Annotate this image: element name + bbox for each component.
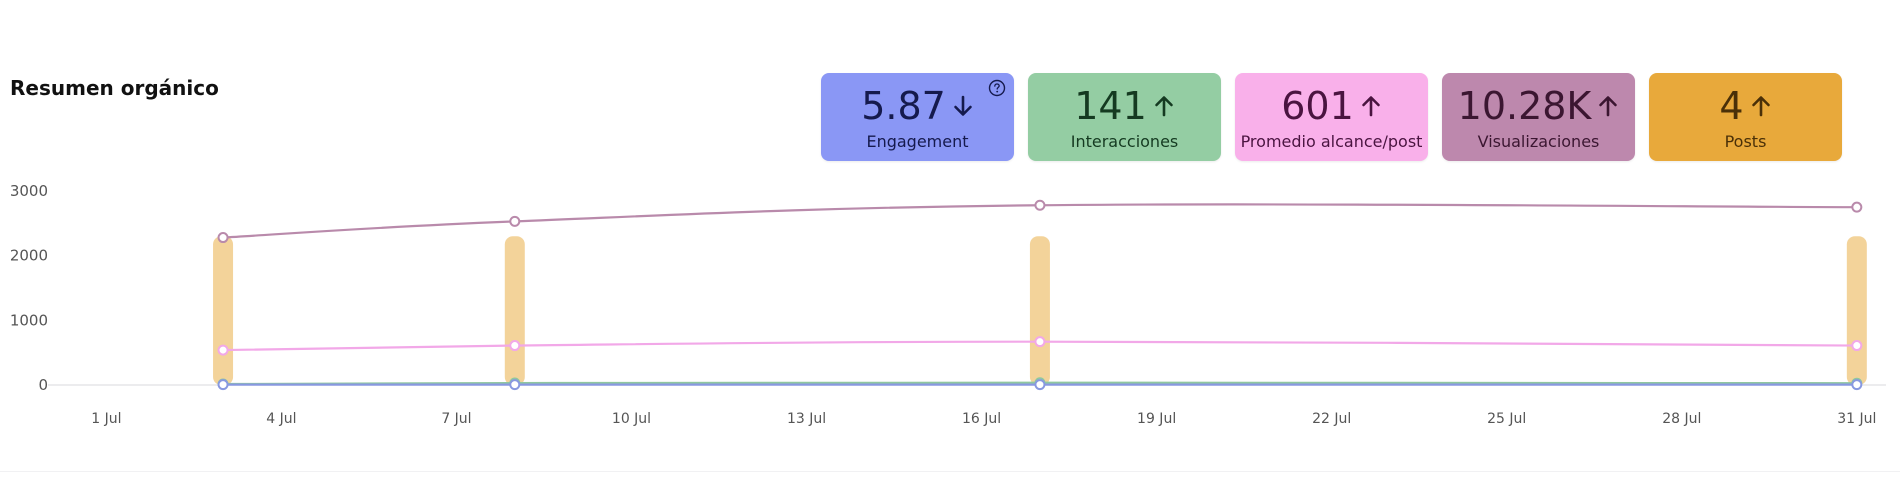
metric-cards: 5.87 Engagement 141 Interacciones 601 Pr… bbox=[821, 73, 1842, 161]
series-line-promedio-alcance-post bbox=[223, 340, 1857, 352]
y-tick-label: 3000 bbox=[10, 182, 48, 200]
arrow-up-icon bbox=[1360, 94, 1382, 118]
arrow-down-icon bbox=[952, 94, 974, 118]
x-tick-label: 22 Jul bbox=[1312, 411, 1351, 427]
data-point-promedio-alcance-post bbox=[1034, 336, 1046, 348]
series-line-interacciones bbox=[223, 381, 1857, 386]
x-tick-label: 13 Jul bbox=[787, 411, 826, 427]
data-point-promedio-alcance-post bbox=[217, 344, 229, 356]
data-point-promedio-alcance-post bbox=[509, 340, 521, 352]
organic-summary-chart: 0 1000 2000 3000 1 Jul 4 Jul 7 Jul 10 Jul 13 Jul… bbox=[10, 182, 1886, 427]
help-icon[interactable] bbox=[988, 79, 1006, 97]
x-tick-label: 31 Jul bbox=[1837, 411, 1876, 427]
data-point-visualizaciones bbox=[1034, 199, 1046, 211]
metric-value: 601 bbox=[1281, 83, 1354, 128]
metric-label: Engagement bbox=[866, 131, 969, 151]
metric-value: 10.28K bbox=[1457, 83, 1592, 128]
metric-label: Visualizaciones bbox=[1477, 131, 1600, 151]
y-tick-label: 0 bbox=[38, 376, 48, 394]
data-point-promedio-alcance-post bbox=[1851, 340, 1863, 352]
metric-card-engagement[interactable]: 5.87 Engagement bbox=[821, 73, 1014, 161]
data-point-engagement bbox=[217, 379, 229, 391]
arrow-up-icon bbox=[1750, 94, 1772, 118]
bar-posts bbox=[1029, 236, 1050, 385]
x-tick-label: 7 Jul bbox=[441, 411, 471, 427]
x-tick-label: 25 Jul bbox=[1487, 411, 1526, 427]
metric-value: 4 bbox=[1719, 83, 1744, 128]
data-point-visualizaciones bbox=[509, 215, 521, 227]
metric-card-promedio-alcance[interactable]: 601 Promedio alcance/post bbox=[1235, 73, 1428, 161]
metric-value: 141 bbox=[1074, 83, 1147, 128]
metric-label: Interacciones bbox=[1070, 131, 1179, 151]
y-tick-label: 2000 bbox=[10, 247, 48, 265]
metric-value: 5.87 bbox=[861, 83, 946, 128]
data-point-engagement bbox=[1034, 379, 1046, 391]
bar-posts bbox=[1846, 236, 1867, 385]
x-tick-label: 19 Jul bbox=[1137, 411, 1176, 427]
bar-posts bbox=[213, 236, 234, 385]
metric-card-posts[interactable]: 4 Posts bbox=[1649, 73, 1842, 161]
data-point-visualizaciones bbox=[217, 232, 229, 244]
metric-label: Promedio alcance/post bbox=[1240, 131, 1423, 151]
data-point-visualizaciones bbox=[1851, 201, 1863, 213]
y-tick-label: 1000 bbox=[10, 311, 48, 329]
metric-card-interacciones[interactable]: 141 Interacciones bbox=[1028, 73, 1221, 161]
x-tick-label: 16 Jul bbox=[962, 411, 1001, 427]
page-title: Resumen orgánico bbox=[10, 76, 219, 100]
metric-card-visualizaciones[interactable]: 10.28K Visualizaciones bbox=[1442, 73, 1635, 161]
arrow-up-icon bbox=[1597, 94, 1619, 118]
divider bbox=[0, 471, 1900, 472]
bar-posts bbox=[504, 236, 525, 385]
x-tick-label: 28 Jul bbox=[1662, 411, 1701, 427]
x-tick-label: 10 Jul bbox=[612, 411, 651, 427]
x-tick-label: 4 Jul bbox=[266, 411, 296, 427]
series-line-visualizaciones bbox=[222, 203, 1857, 239]
metric-label: Posts bbox=[1724, 131, 1767, 151]
arrow-up-icon bbox=[1153, 94, 1175, 118]
data-point-engagement bbox=[1851, 379, 1863, 391]
data-point-engagement bbox=[509, 379, 521, 391]
x-tick-label: 1 Jul bbox=[91, 411, 121, 427]
